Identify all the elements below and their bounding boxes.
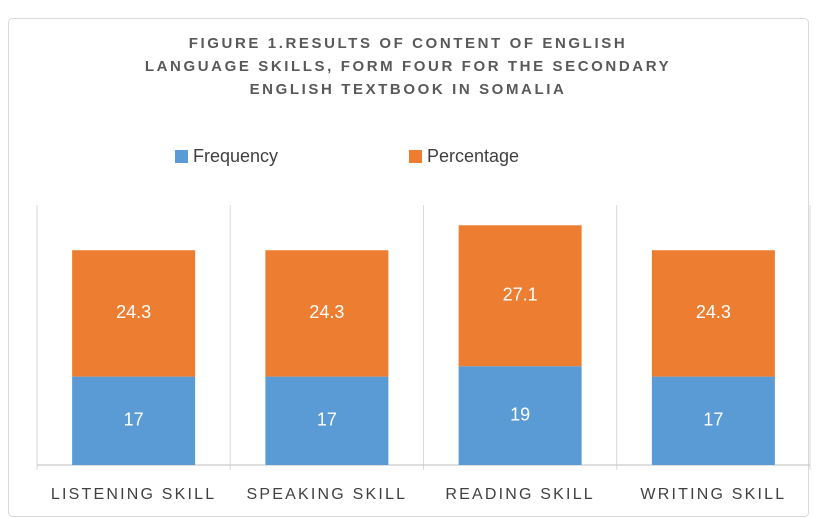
x-tick-label: LISTENING SKILL xyxy=(51,486,217,503)
data-label: 24.3 xyxy=(116,302,151,322)
legend-label: Frequency xyxy=(193,146,278,166)
data-label: 27.1 xyxy=(503,284,538,304)
chart-title: ENGLISH TEXTBOOK IN SOMALIA xyxy=(250,81,567,98)
chart-title: LANGUAGE SKILLS, FORM FOUR FOR THE SECON… xyxy=(145,58,671,75)
legend-swatch xyxy=(175,150,188,163)
bar-segment xyxy=(651,250,775,377)
data-label: 19 xyxy=(510,404,530,424)
x-tick-label: READING SKILL xyxy=(445,486,595,503)
bar-segment xyxy=(72,250,196,377)
data-label: 17 xyxy=(124,410,144,430)
bar-segment xyxy=(265,250,389,377)
x-tick-label: WRITING SKILL xyxy=(640,486,786,503)
data-label: 17 xyxy=(703,410,723,430)
chart-title: FIGURE 1.RESULTS OF CONTENT OF ENGLISH xyxy=(189,35,628,52)
legend-swatch xyxy=(409,150,422,163)
chart-border xyxy=(8,18,809,517)
bar-segment xyxy=(72,376,196,465)
bar-segment xyxy=(651,376,775,465)
bar-segment xyxy=(458,225,582,367)
bar-segment xyxy=(458,366,582,465)
bar-segment xyxy=(265,376,389,465)
legend-label: Percentage xyxy=(427,146,519,166)
data-label: 24.3 xyxy=(696,302,731,322)
x-tick-label: SPEAKING SKILL xyxy=(247,486,408,503)
data-label: 17 xyxy=(317,410,337,430)
data-label: 24.3 xyxy=(309,302,344,322)
